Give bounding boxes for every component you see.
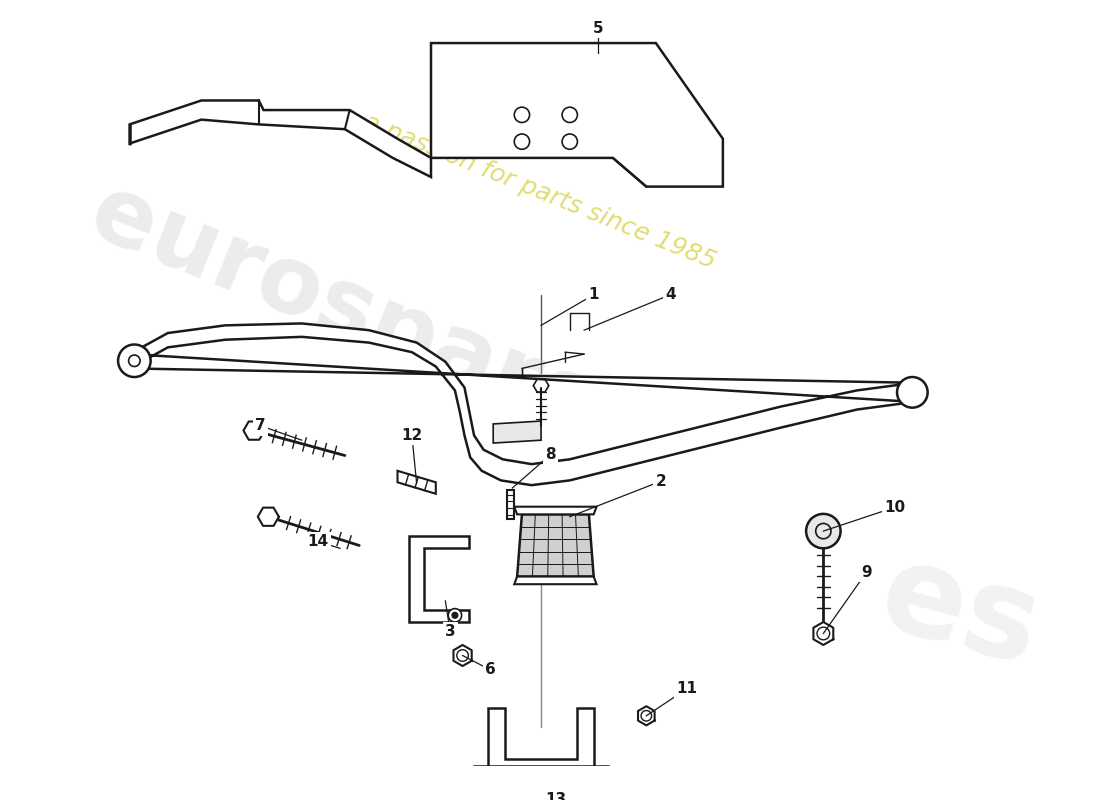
Text: 6: 6 <box>485 662 496 678</box>
Text: 5: 5 <box>593 22 604 36</box>
Polygon shape <box>243 422 264 440</box>
Polygon shape <box>517 514 594 577</box>
Circle shape <box>896 377 927 408</box>
Text: 12: 12 <box>402 428 422 443</box>
Polygon shape <box>409 536 470 622</box>
Text: 10: 10 <box>884 500 905 514</box>
Text: 4: 4 <box>664 287 675 302</box>
Text: 14: 14 <box>308 534 329 549</box>
Text: 11: 11 <box>676 682 697 697</box>
Text: 13: 13 <box>544 791 566 800</box>
Polygon shape <box>453 645 472 666</box>
Circle shape <box>118 345 151 377</box>
Polygon shape <box>638 706 654 726</box>
Polygon shape <box>130 323 914 485</box>
Circle shape <box>806 514 840 548</box>
Polygon shape <box>507 490 515 518</box>
Text: 3: 3 <box>444 624 455 639</box>
Polygon shape <box>257 508 279 526</box>
Text: 1: 1 <box>588 287 598 302</box>
Polygon shape <box>130 101 431 177</box>
Text: eurospares: eurospares <box>77 167 664 476</box>
Text: 2: 2 <box>656 474 666 489</box>
Polygon shape <box>493 421 541 443</box>
Polygon shape <box>397 471 436 494</box>
Text: a passion for parts since 1985: a passion for parts since 1985 <box>360 110 718 274</box>
Polygon shape <box>515 577 596 584</box>
Text: es: es <box>868 534 1053 691</box>
Polygon shape <box>474 766 608 785</box>
Polygon shape <box>515 506 596 514</box>
Circle shape <box>448 609 462 622</box>
Circle shape <box>452 613 458 618</box>
Text: 7: 7 <box>255 418 266 434</box>
Polygon shape <box>431 43 723 186</box>
Polygon shape <box>488 708 594 775</box>
Text: 9: 9 <box>861 565 871 580</box>
Polygon shape <box>813 622 834 645</box>
Text: 8: 8 <box>546 447 556 462</box>
